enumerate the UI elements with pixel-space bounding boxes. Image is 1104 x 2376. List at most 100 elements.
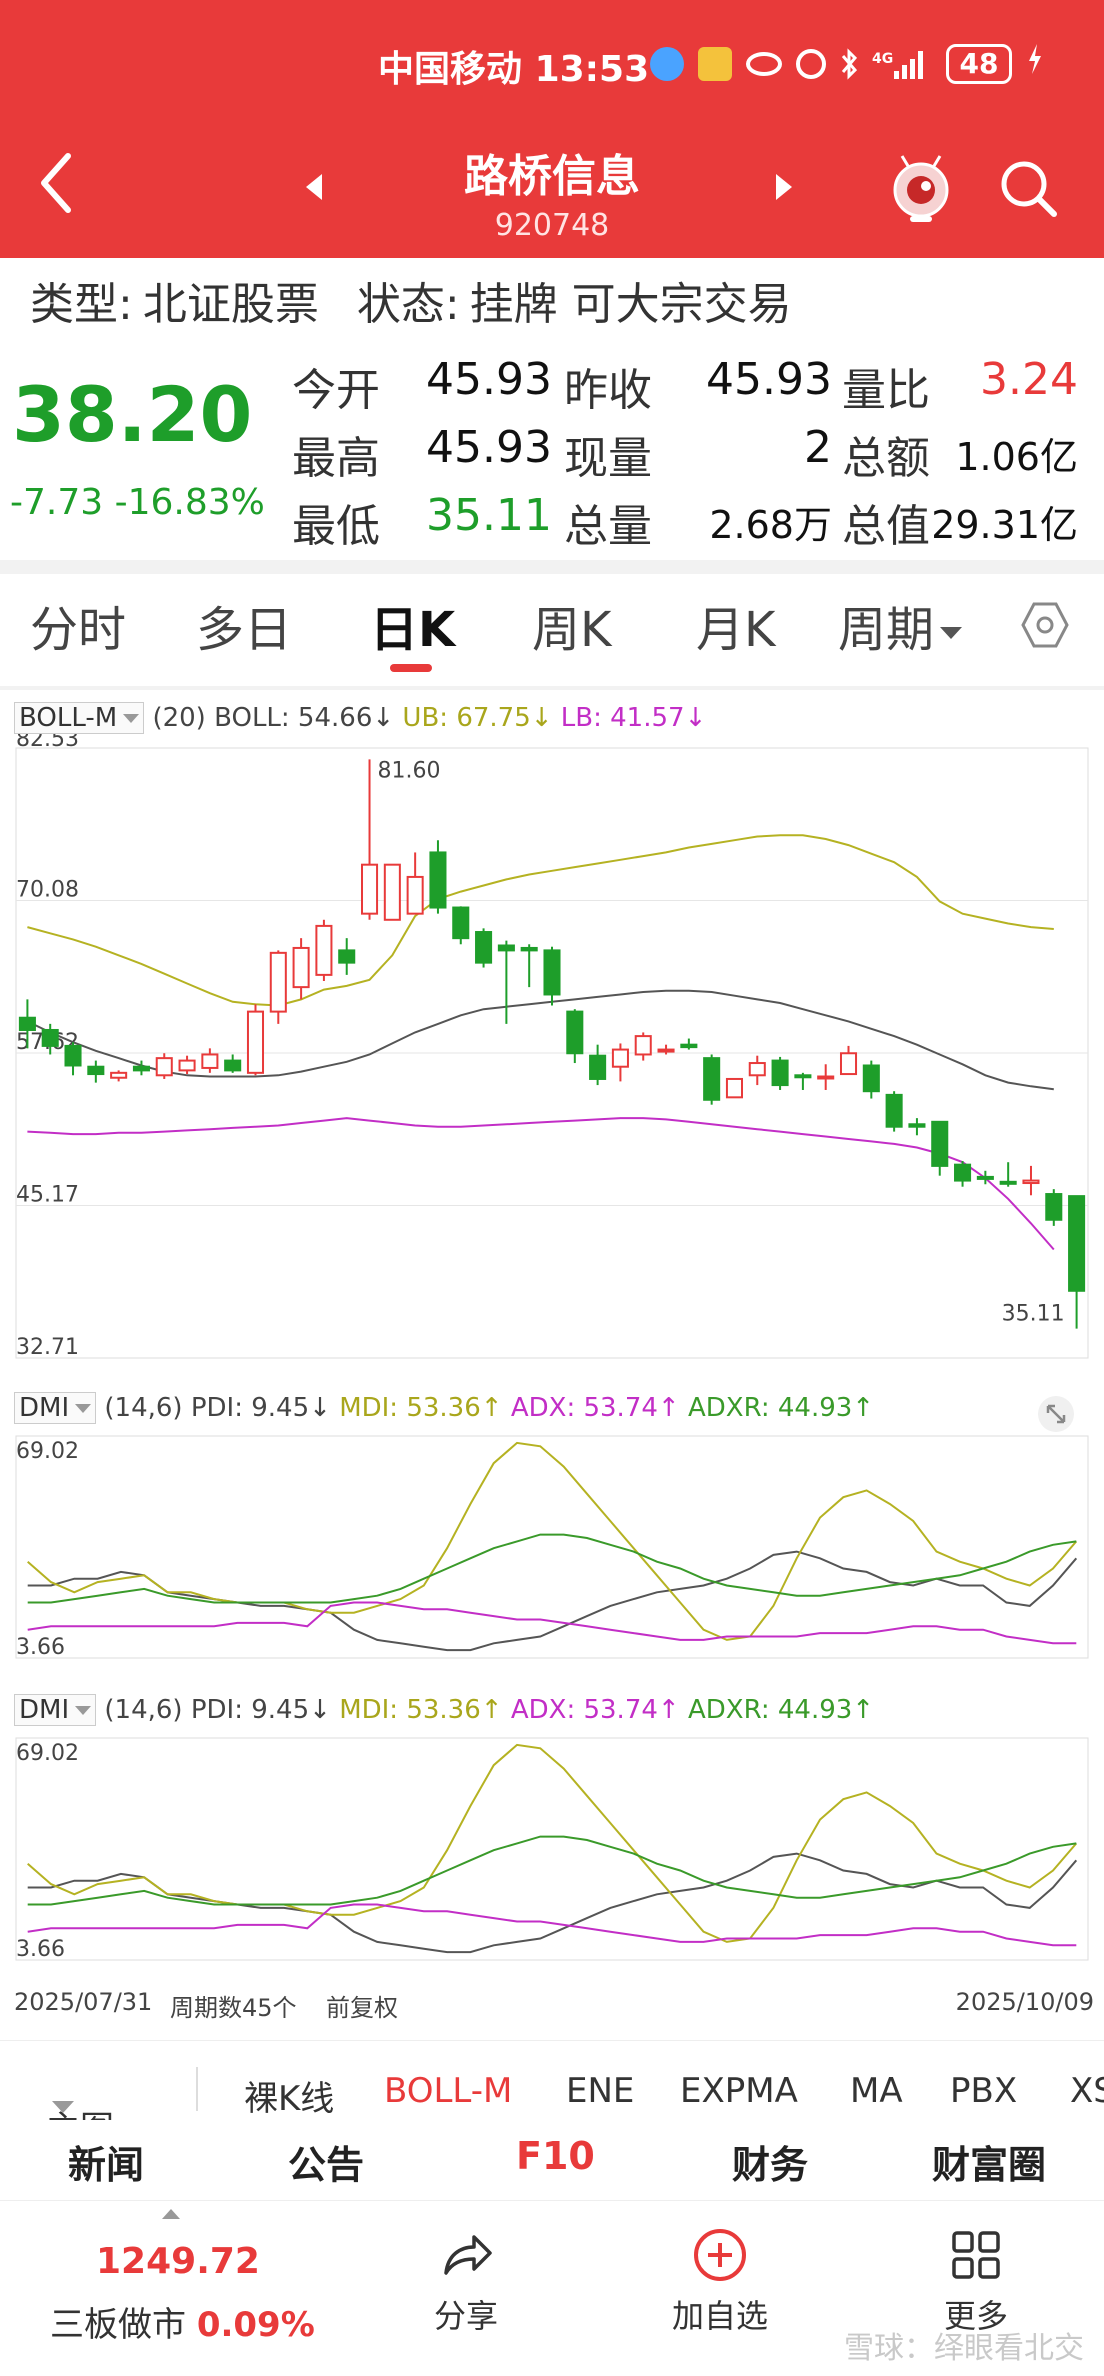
section-divider: [0, 686, 1104, 690]
prev-stock-icon[interactable]: [302, 172, 326, 202]
chart-settings-icon[interactable]: [1020, 600, 1070, 650]
y-axis-label: 69.02: [16, 1439, 79, 1464]
back-arrow-icon[interactable]: [36, 150, 76, 216]
share-icon: [444, 2235, 492, 2275]
type-label: 类型:: [30, 279, 133, 330]
indicator-raw-k[interactable]: 裸K线: [244, 2079, 335, 2119]
indicator-expma[interactable]: EXPMA: [680, 2071, 798, 2111]
turnover-label: 总额: [842, 433, 930, 484]
candle-body: [954, 1163, 972, 1182]
chevron-down-icon: [940, 627, 963, 639]
volume-ratio-label: 量比: [842, 365, 930, 416]
indicator-xs[interactable]: XS: [1070, 2071, 1104, 2111]
candle-body: [794, 1074, 812, 1079]
expand-up-icon[interactable]: [162, 2209, 180, 2219]
index-name-row[interactable]: 三板做市 0.09%: [50, 2297, 315, 2346]
tab-announcements[interactable]: 公告: [288, 2143, 365, 2187]
tab-daily-k[interactable]: 日K: [370, 602, 456, 658]
expand-icon[interactable]: [1036, 1394, 1076, 1434]
dmi-indicator-selector[interactable]: DMI: [14, 1694, 97, 1726]
grid-menu-icon: [952, 2231, 1000, 2279]
tab-period-select[interactable]: 周期: [838, 590, 963, 660]
mail-notification-icon: [698, 46, 732, 81]
candle-body: [908, 1123, 926, 1128]
dmi-legend-2: DMI (14,6) PDI: 9.45↓ MDI: 53.36↑ ADX: 5…: [14, 1694, 874, 1726]
separator: [196, 2067, 198, 2111]
tab-finance[interactable]: 财务: [732, 2143, 809, 2187]
high-price-label: 81.60: [378, 758, 441, 783]
tab-wealth-circle[interactable]: 财富圈: [932, 2143, 1047, 2187]
start-date: 2025/07/31: [14, 1988, 153, 2016]
chat-notification-icon: [650, 46, 684, 81]
tab-weekly-k[interactable]: 周K: [532, 602, 612, 658]
candle-body: [680, 1043, 698, 1049]
add-watchlist-button[interactable]: 加自选: [650, 2225, 790, 2337]
tab-intraday[interactable]: 分时: [30, 602, 127, 658]
change-amount: -7.73: [10, 482, 104, 523]
boll-lb-value: LB: 41.57↓: [560, 703, 707, 733]
series-line-mdi: [27, 1441, 1078, 1641]
boll-legend: BOLL-M (20) BOLL: 54.66↓ UB: 67.75↓ LB: …: [14, 702, 706, 734]
security-info-row: 类型: 北证股票 状态: 挂牌 可大宗交易: [30, 268, 802, 332]
candle-body: [132, 1065, 150, 1072]
candle-body: [862, 1064, 880, 1093]
candle-body: [201, 1053, 219, 1069]
chevron-down-icon: [75, 1706, 92, 1715]
assistant-robot-icon[interactable]: [888, 154, 954, 224]
candle-body: [725, 1077, 743, 1099]
high-value: 45.93: [426, 422, 552, 473]
series-line-adxr: [27, 1835, 1077, 1906]
chart-frame: [15, 1435, 1089, 1659]
change-percent: -16.83%: [114, 482, 265, 523]
tab-f10[interactable]: F10: [516, 2134, 595, 2178]
candle-body: [292, 946, 310, 989]
dmi-mdi-value: MDI: 53.36↑: [339, 1695, 503, 1725]
prev-close-value: 45.93: [706, 354, 832, 405]
candle-body: [657, 1048, 675, 1053]
dmi-chart-2[interactable]: 69.02 3.66: [0, 1732, 1104, 1972]
series-line-adxr: [27, 1533, 1077, 1604]
dmi-params: (14,6): [104, 1393, 183, 1423]
main-indicator-selector[interactable]: BOLL-M: [14, 702, 145, 734]
indicator-boll-m[interactable]: BOLL-M: [384, 2071, 513, 2111]
add-circle-icon: [694, 2229, 746, 2281]
series-line-pdi: [27, 1852, 1078, 1954]
index-value[interactable]: 1249.72: [96, 2241, 260, 2282]
search-icon[interactable]: [996, 156, 1060, 220]
candle-body: [475, 931, 493, 964]
share-button[interactable]: 分享: [396, 2225, 536, 2337]
indicator-ma[interactable]: MA: [850, 2071, 903, 2111]
candle-body: [178, 1059, 196, 1072]
period-label: 周期: [838, 602, 935, 658]
candle-body: [87, 1065, 105, 1076]
quote-row: 最高 45.93 现量 2 总额 1.06亿: [292, 422, 1092, 490]
candle-body: [634, 1035, 652, 1056]
candle-body: [817, 1075, 835, 1080]
tab-multi-day[interactable]: 多日: [196, 602, 293, 658]
candle-body: [361, 863, 379, 915]
series-line-pdi: [27, 1550, 1078, 1652]
candle-body: [566, 1010, 584, 1055]
bluetooth-icon: [840, 47, 858, 81]
tab-news[interactable]: 新闻: [68, 2143, 145, 2187]
candle-body: [520, 946, 538, 952]
section-divider: [0, 560, 1104, 574]
next-stock-icon[interactable]: [772, 172, 796, 202]
candle-body: [41, 1028, 59, 1047]
stock-code: 920748: [494, 208, 610, 243]
dmi-chart-1[interactable]: 69.02 3.66: [0, 1430, 1104, 1670]
tab-monthly-k[interactable]: 月K: [696, 602, 776, 658]
signal-icon: 4G: [872, 47, 932, 81]
more-button[interactable]: 更多: [906, 2225, 1046, 2337]
indicator-ene[interactable]: ENE: [566, 2071, 635, 2111]
main-indicator-tabs: 主图 裸K线 BOLL-M ENE EXPMA MA PBX XS: [0, 2040, 1104, 2149]
current-volume-label: 现量: [564, 433, 652, 484]
dmi-indicator-selector[interactable]: DMI: [14, 1392, 97, 1424]
series-line-ub: [27, 834, 1054, 1007]
candle-body: [611, 1048, 629, 1068]
indicator-pbx[interactable]: PBX: [950, 2071, 1018, 2111]
series-line-mdi: [27, 1743, 1078, 1943]
series-line-adx: [27, 1903, 1077, 1947]
share-label: 分享: [433, 2297, 498, 2335]
